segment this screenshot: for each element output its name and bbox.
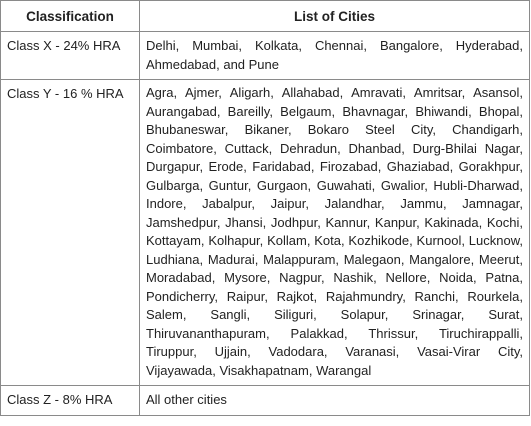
table-body: Class X - 24% HRA Delhi, Mumbai, Kolkata… <box>0 31 530 416</box>
header-row: Classification List of Cities <box>0 0 530 32</box>
cities-cell: Delhi, Mumbai, Kolkata, Chennai, Bangalo… <box>139 31 530 80</box>
table-row-class-z: Class Z - 8% HRA All other cities <box>0 385 530 416</box>
cities-cell: Agra, Ajmer, Aligarh, Allahabad, Amravat… <box>139 79 530 386</box>
table-header: Classification List of Cities <box>0 0 530 32</box>
header-list-of-cities: List of Cities <box>139 0 530 32</box>
header-classification: Classification <box>0 0 140 32</box>
classification-cell: Class Z - 8% HRA <box>0 385 140 416</box>
classification-cell: Class Y - 16 % HRA <box>0 79 140 386</box>
table-row-class-y: Class Y - 16 % HRA Agra, Ajmer, Aligarh,… <box>0 79 530 386</box>
table-row-class-x: Class X - 24% HRA Delhi, Mumbai, Kolkata… <box>0 31 530 80</box>
classification-cell: Class X - 24% HRA <box>0 31 140 80</box>
hra-classification-table: Classification List of Cities Class X - … <box>0 0 530 416</box>
cities-cell: All other cities <box>139 385 530 416</box>
